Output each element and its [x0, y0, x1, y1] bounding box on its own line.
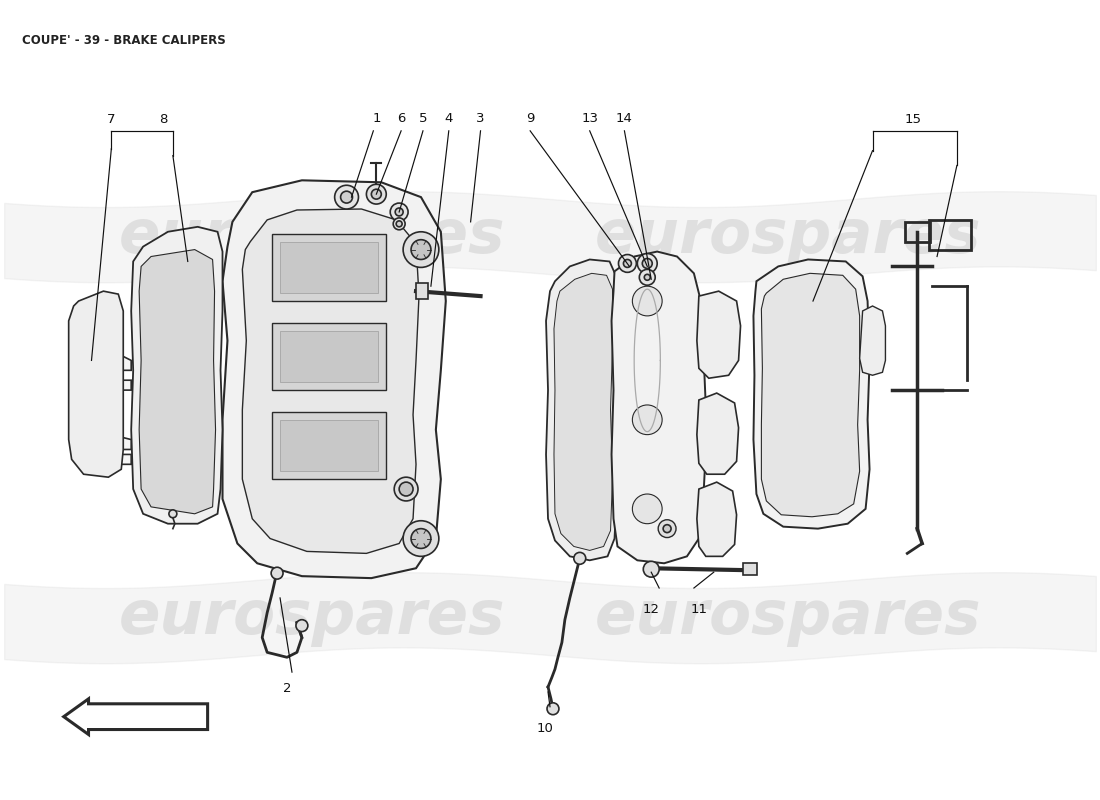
Circle shape — [644, 562, 659, 577]
Circle shape — [296, 620, 308, 631]
Bar — [280, 242, 378, 293]
Circle shape — [618, 254, 636, 272]
Bar — [416, 283, 428, 299]
Text: eurospares: eurospares — [119, 588, 505, 647]
Circle shape — [658, 520, 676, 538]
Bar — [272, 234, 386, 301]
Polygon shape — [761, 274, 859, 517]
Bar — [272, 323, 386, 390]
Circle shape — [334, 186, 359, 209]
Text: 9: 9 — [526, 112, 535, 125]
Polygon shape — [754, 259, 870, 529]
Polygon shape — [98, 341, 131, 390]
Text: 3: 3 — [476, 112, 485, 125]
Circle shape — [632, 405, 662, 434]
Circle shape — [372, 190, 382, 199]
Text: eurospares: eurospares — [595, 588, 981, 647]
Circle shape — [411, 240, 431, 259]
Circle shape — [624, 259, 631, 267]
Polygon shape — [546, 259, 617, 560]
Circle shape — [637, 254, 657, 274]
Text: 10: 10 — [537, 722, 553, 734]
Polygon shape — [68, 291, 123, 477]
Circle shape — [341, 191, 352, 203]
Circle shape — [642, 258, 652, 268]
Text: 12: 12 — [642, 603, 660, 616]
Circle shape — [169, 510, 177, 518]
Circle shape — [394, 477, 418, 501]
Bar — [272, 412, 386, 479]
Polygon shape — [131, 227, 222, 524]
Polygon shape — [64, 699, 208, 734]
Text: eurospares: eurospares — [119, 207, 505, 266]
Text: eurospares: eurospares — [595, 207, 981, 266]
Polygon shape — [697, 482, 737, 556]
Circle shape — [639, 270, 656, 286]
Circle shape — [396, 221, 403, 227]
Polygon shape — [139, 250, 216, 514]
Polygon shape — [612, 251, 707, 563]
Bar — [905, 222, 931, 242]
Circle shape — [399, 482, 412, 496]
Circle shape — [403, 232, 439, 267]
Text: 7: 7 — [107, 113, 116, 126]
Polygon shape — [242, 209, 419, 554]
Text: 14: 14 — [616, 112, 632, 125]
Polygon shape — [98, 430, 131, 464]
Text: 4: 4 — [444, 112, 453, 125]
Bar — [742, 563, 758, 575]
Bar — [280, 330, 378, 382]
Circle shape — [574, 552, 585, 564]
Text: 2: 2 — [283, 682, 292, 695]
Text: 5: 5 — [419, 112, 427, 125]
Circle shape — [645, 274, 650, 280]
Circle shape — [547, 703, 559, 714]
Circle shape — [663, 525, 671, 533]
Text: 8: 8 — [158, 113, 167, 126]
Text: 15: 15 — [904, 113, 922, 126]
Circle shape — [393, 218, 405, 230]
Text: 11: 11 — [691, 603, 707, 616]
Polygon shape — [697, 393, 738, 474]
Circle shape — [366, 184, 386, 204]
Circle shape — [411, 529, 431, 549]
Bar — [930, 220, 971, 250]
Circle shape — [390, 203, 408, 221]
Circle shape — [395, 208, 403, 216]
Text: 1: 1 — [372, 112, 381, 125]
Polygon shape — [222, 180, 446, 578]
Circle shape — [632, 494, 662, 524]
Text: 6: 6 — [397, 112, 405, 125]
Bar — [280, 420, 378, 471]
Circle shape — [632, 286, 662, 316]
Polygon shape — [554, 274, 613, 550]
Polygon shape — [859, 306, 886, 375]
Text: COUPE' - 39 - BRAKE CALIPERS: COUPE' - 39 - BRAKE CALIPERS — [22, 34, 226, 47]
Text: 13: 13 — [581, 112, 598, 125]
Polygon shape — [697, 291, 740, 378]
Circle shape — [403, 521, 439, 556]
Circle shape — [271, 567, 283, 579]
